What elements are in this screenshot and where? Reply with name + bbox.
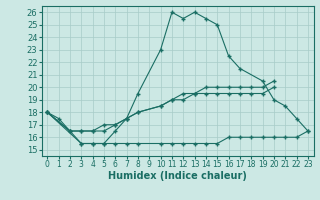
X-axis label: Humidex (Indice chaleur): Humidex (Indice chaleur) (108, 171, 247, 181)
